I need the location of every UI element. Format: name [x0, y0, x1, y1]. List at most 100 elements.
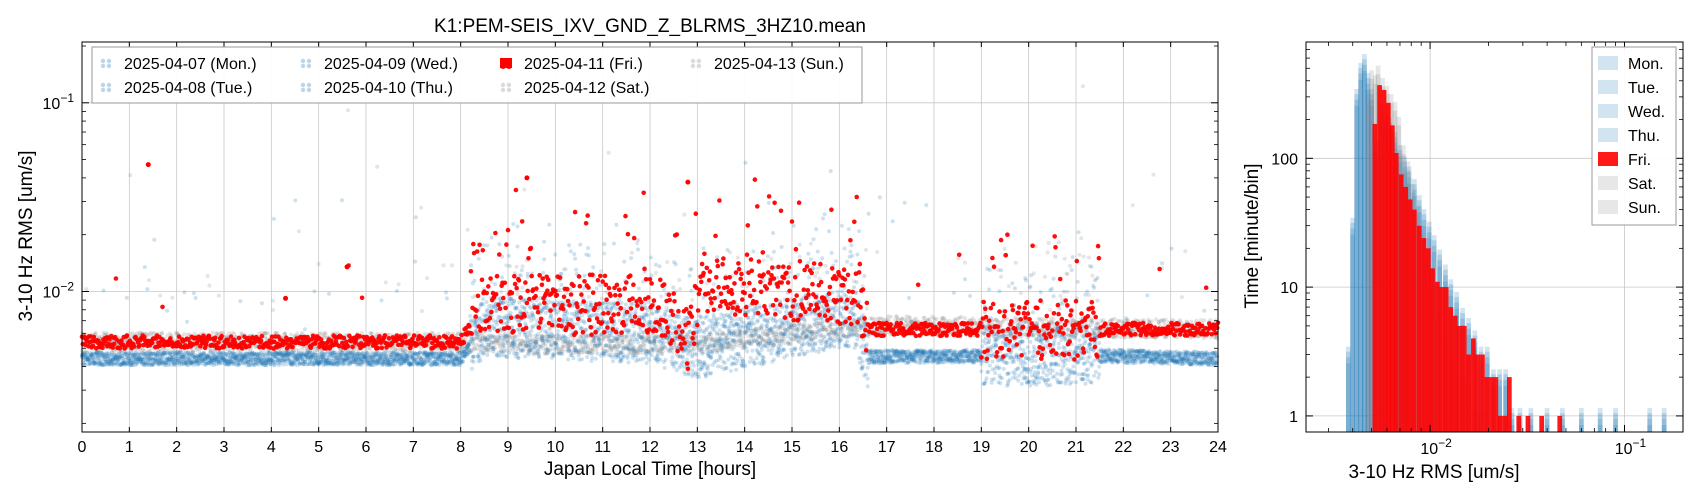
scatter-point — [526, 347, 531, 352]
scatter-point — [130, 331, 135, 336]
scatter-point — [576, 350, 581, 355]
scatter-point — [678, 287, 683, 292]
scatter-point — [1130, 203, 1135, 208]
scatter-point — [611, 359, 615, 364]
scatter-point — [216, 293, 221, 298]
scatter-point — [608, 339, 613, 344]
scatter-point — [1092, 358, 1097, 363]
scatter-point — [518, 341, 523, 346]
scatter-point — [556, 334, 561, 339]
scatter-point — [594, 348, 599, 353]
scatter-point — [609, 349, 614, 354]
scatter-panel: K1:PEM-SEIS_IXV_GND_Z_BLRMS_3HZ10.mean 0… — [16, 16, 1227, 480]
scatter-point — [506, 343, 511, 348]
scatter-point — [779, 245, 784, 249]
scatter-point — [564, 290, 569, 295]
scatter-point — [839, 223, 844, 228]
scatter-point — [583, 333, 588, 338]
scatter-point — [934, 316, 939, 321]
scatter-point — [194, 344, 199, 349]
scatter-point — [468, 340, 473, 345]
scatter-point — [141, 348, 146, 353]
scatter-point — [835, 327, 840, 332]
scatter-point — [239, 331, 244, 336]
scatter-point — [820, 327, 825, 332]
scatter-point — [735, 255, 740, 260]
scatter-point — [691, 360, 695, 365]
scatter-point — [477, 344, 482, 349]
scatter-point — [224, 334, 229, 339]
scatter-point — [500, 342, 504, 347]
scatter-point — [146, 333, 151, 338]
scatter-point — [273, 331, 278, 336]
scatter-point — [603, 344, 608, 348]
scatter-point — [570, 341, 575, 346]
scatter-point — [509, 341, 514, 346]
scatter-point — [515, 351, 520, 356]
scatter-point — [478, 348, 483, 353]
scatter-point — [722, 361, 727, 365]
scatter-point — [598, 341, 603, 346]
scatter-point — [267, 349, 272, 354]
scatter-point — [531, 324, 535, 329]
scatter-point — [419, 346, 424, 351]
scatter-point — [189, 349, 194, 353]
scatter-point — [590, 355, 595, 360]
scatter-point — [689, 288, 694, 293]
scatter-point — [469, 366, 474, 371]
scatter-point — [733, 317, 738, 322]
scatter-point — [726, 357, 731, 362]
scatter-point — [465, 346, 470, 351]
scatter-point — [1081, 254, 1086, 259]
scatter-point — [1062, 256, 1067, 261]
scatter-point — [304, 346, 309, 351]
scatter-point — [313, 345, 318, 350]
scatter-point — [537, 301, 542, 306]
scatter-point — [475, 331, 480, 336]
scatter-point — [580, 350, 584, 355]
scatter-point — [510, 343, 515, 348]
scatter-point — [558, 337, 563, 341]
scatter-point — [263, 331, 268, 336]
scatter-point — [519, 338, 524, 343]
scatter-point — [829, 250, 834, 255]
scatter-point — [508, 348, 513, 353]
scatter-point — [560, 344, 565, 349]
scatter-point — [970, 316, 975, 321]
scatter-point — [207, 283, 212, 288]
scatter-point — [573, 346, 578, 351]
scatter-point — [963, 316, 967, 321]
scatter-point — [682, 212, 687, 217]
scatter-point — [527, 348, 532, 353]
scatter-point — [396, 282, 401, 287]
scatter-point — [665, 260, 670, 264]
scatter-point — [300, 330, 305, 335]
scatter-point — [404, 345, 409, 350]
scatter-point — [854, 342, 859, 347]
scatter-point — [497, 242, 502, 247]
scatter-point — [569, 349, 574, 354]
scatter-point — [504, 263, 509, 268]
scatter-point — [491, 340, 496, 345]
scatter-point — [314, 344, 319, 349]
scatter-point — [600, 346, 605, 351]
scatter-point — [549, 338, 554, 343]
scatter-point — [537, 296, 542, 301]
scatter-point — [620, 340, 625, 344]
scatter-point — [512, 334, 517, 339]
scatter-point — [461, 336, 466, 341]
scatter-point — [900, 317, 905, 321]
scatter-point — [574, 350, 578, 355]
scatter-point — [507, 264, 512, 268]
scatter-point — [596, 343, 601, 348]
scatter-point — [282, 332, 287, 337]
scatter-point — [463, 336, 468, 341]
scatter-point — [598, 283, 603, 288]
scatter-point — [289, 332, 294, 337]
scatter-point — [604, 290, 609, 294]
scatter-point — [761, 258, 766, 263]
scatter-point — [605, 348, 609, 353]
scatter-point — [690, 297, 695, 302]
scatter-point — [516, 347, 521, 351]
scatter-point — [484, 300, 489, 304]
